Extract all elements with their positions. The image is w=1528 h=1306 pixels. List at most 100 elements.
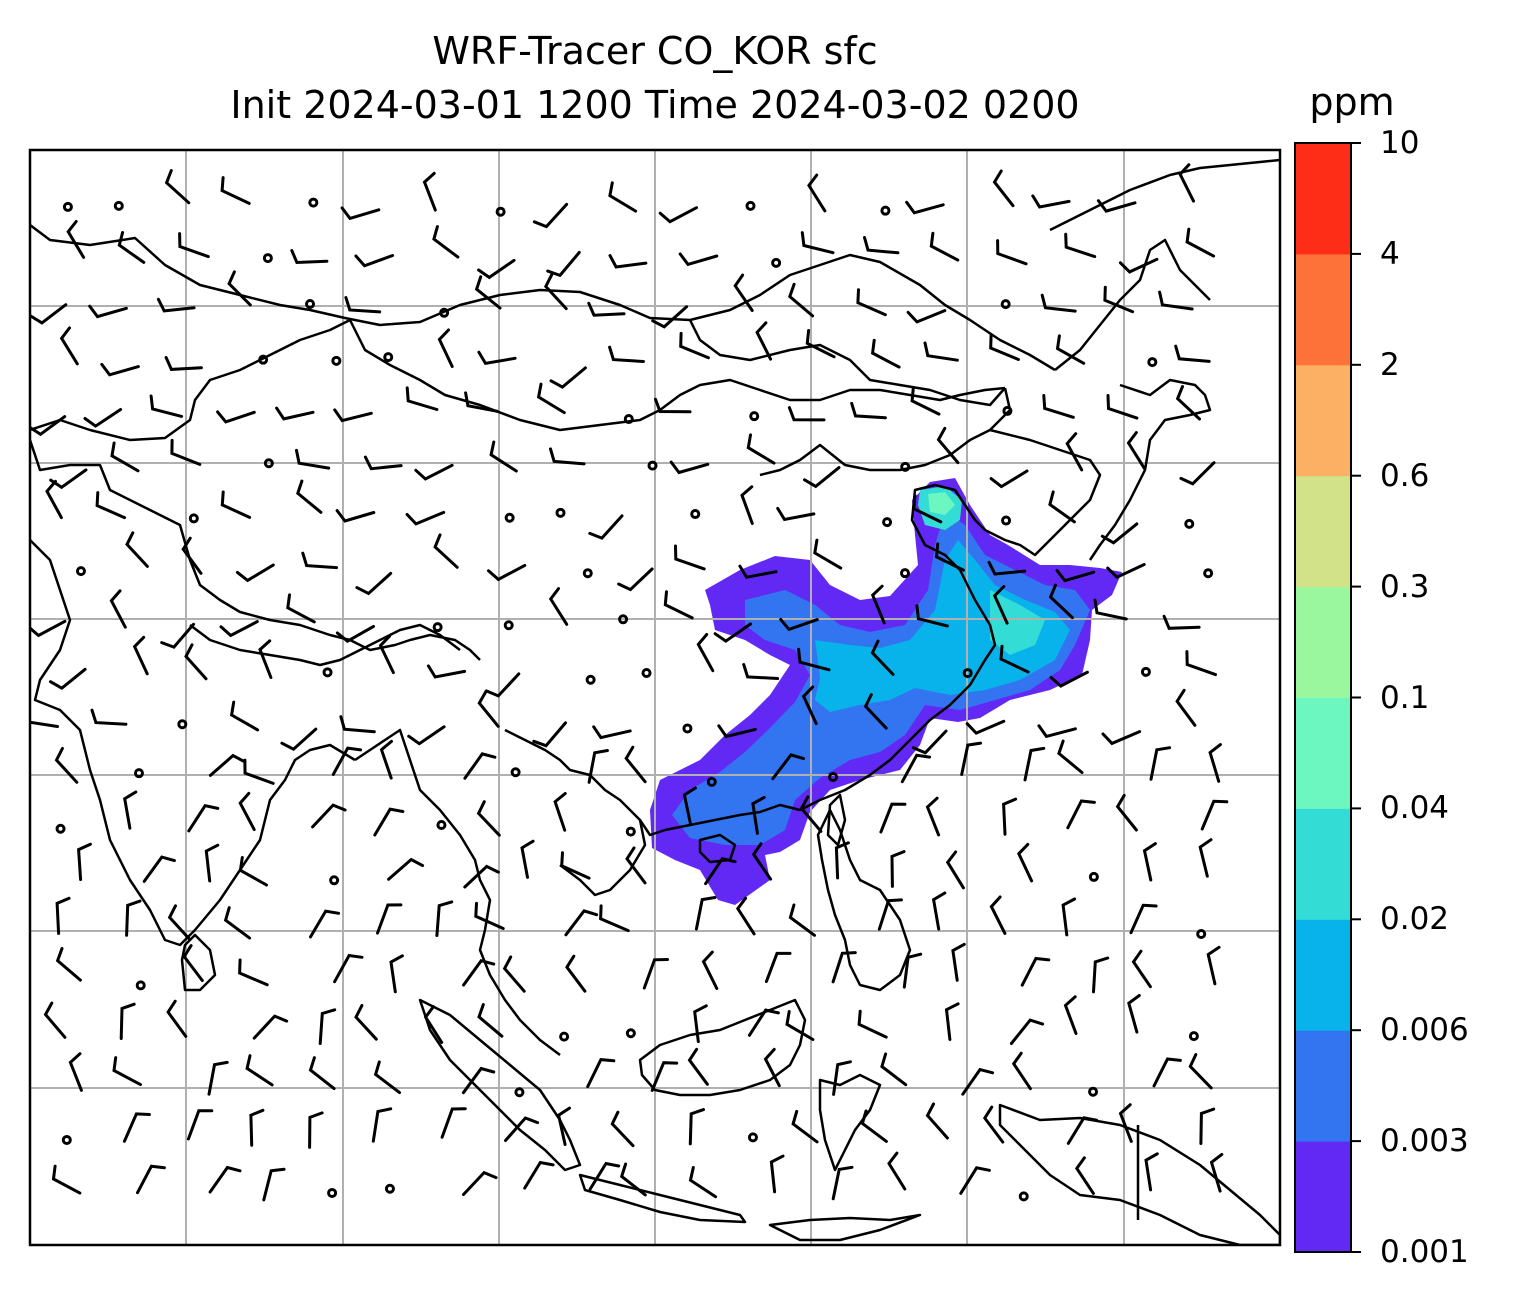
- wind-barb: [608, 345, 645, 363]
- wind-barb: [532, 721, 567, 748]
- wind-barb: [797, 647, 831, 672]
- wind-barb: [30, 303, 68, 325]
- wind-barb: [422, 171, 437, 212]
- wind-barb: [149, 394, 184, 418]
- colorbar-band-5: [1295, 586, 1351, 698]
- plume-level-0.04: [928, 492, 955, 515]
- colorbar-band-4: [1295, 697, 1351, 809]
- wind-barb: [1188, 1053, 1213, 1090]
- colorbar-tick-label: 0.003: [1380, 1123, 1469, 1160]
- calm-wind-marker: [188, 513, 199, 524]
- calm-wind-marker: [510, 767, 521, 778]
- calm-wind-marker: [308, 197, 319, 208]
- wind-barb: [296, 479, 323, 514]
- wind-barb: [476, 800, 501, 837]
- wind-barb: [136, 1164, 166, 1195]
- wind-barb: [982, 1105, 1005, 1144]
- china-east-coast: [638, 659, 987, 837]
- wind-barb: [800, 231, 835, 255]
- calm-wind-marker: [439, 307, 450, 318]
- wind-barb: [437, 328, 454, 368]
- wind-barb: [788, 903, 816, 937]
- wind-barb: [166, 999, 188, 1038]
- calm-wind-marker: [962, 668, 973, 679]
- wind-barb: [625, 846, 647, 885]
- wind-barb: [654, 397, 692, 414]
- wind-barb: [870, 639, 895, 676]
- wind-barb: [1131, 949, 1152, 989]
- wind-barb: [1064, 232, 1097, 259]
- wind-barb: [378, 634, 395, 675]
- wind-barb: [1185, 650, 1217, 677]
- wind-barb: [477, 1003, 504, 1038]
- wind-barb: [992, 585, 1009, 625]
- wind-barb: [220, 176, 251, 205]
- wind-barb: [156, 297, 196, 313]
- wind-barb: [688, 1166, 718, 1199]
- wind-barb: [117, 231, 146, 264]
- calm-wind-marker: [706, 776, 717, 787]
- wind-barb: [354, 254, 395, 268]
- wind-barb: [426, 664, 467, 679]
- calm-wind-marker: [322, 667, 333, 678]
- calm-wind-marker: [504, 512, 515, 523]
- wind-barb: [355, 571, 393, 596]
- calm-wind-marker: [177, 719, 188, 730]
- calm-wind-marker: [327, 1187, 338, 1198]
- bohai-coast: [910, 483, 997, 661]
- wind-barb: [333, 408, 373, 423]
- calm-wind-marker: [1088, 1086, 1099, 1097]
- calm-wind-marker: [1184, 518, 1195, 529]
- himalaya-border: [189, 623, 461, 667]
- wind-barb: [738, 564, 778, 579]
- indochina-coast: [504, 728, 647, 897]
- calm-wind-marker: [882, 517, 893, 528]
- wind-barb: [474, 275, 502, 310]
- wind-barb: [208, 753, 246, 777]
- wind-barb: [110, 441, 140, 473]
- wind-barb: [167, 904, 192, 941]
- wind-barb: [477, 258, 516, 280]
- wind-barb: [791, 1109, 819, 1144]
- wind-barb: [642, 958, 669, 990]
- wind-barb: [461, 1066, 496, 1095]
- wind-barb: [112, 1056, 142, 1087]
- wind-barb: [923, 341, 959, 362]
- wind-barb: [960, 741, 983, 776]
- wind-barb: [301, 551, 338, 570]
- wind-barb: [1092, 956, 1110, 994]
- wind-barb: [617, 567, 654, 592]
- wind-barb: [929, 231, 960, 262]
- wind-barb: [220, 490, 252, 519]
- calm-wind-marker: [61, 1134, 72, 1145]
- wind-barb: [742, 663, 780, 680]
- wind-barb: [870, 338, 901, 369]
- wind-barb: [696, 633, 715, 673]
- wind-barb: [55, 896, 71, 935]
- calm-wind-marker: [1088, 871, 1099, 882]
- wind-barb: [619, 1162, 647, 1197]
- wind-barb: [860, 1109, 888, 1143]
- wind-barb: [252, 1014, 289, 1040]
- calm-wind-marker: [55, 823, 66, 834]
- calm-wind-marker: [432, 622, 443, 633]
- calm-wind-marker: [62, 201, 73, 212]
- wind-barb: [565, 954, 587, 993]
- calm-wind-marker: [745, 200, 756, 211]
- colorbar-band-3: [1295, 808, 1351, 920]
- wind-barb: [331, 746, 363, 776]
- wind-barb: [344, 296, 382, 314]
- calm-wind-marker: [514, 1087, 525, 1098]
- calm-wind-marker: [135, 980, 146, 991]
- wind-barb: [286, 593, 316, 624]
- wind-barb: [123, 790, 138, 830]
- wind-barb: [608, 181, 638, 213]
- wind-barb: [308, 1056, 336, 1091]
- wind-barb: [432, 225, 460, 259]
- map-area: [30, 150, 1280, 1245]
- wind-barb: [961, 1067, 995, 1096]
- calm-wind-marker: [747, 1132, 758, 1143]
- wind-barb: [746, 433, 776, 465]
- wind-barb: [608, 254, 648, 269]
- java: [578, 1173, 747, 1224]
